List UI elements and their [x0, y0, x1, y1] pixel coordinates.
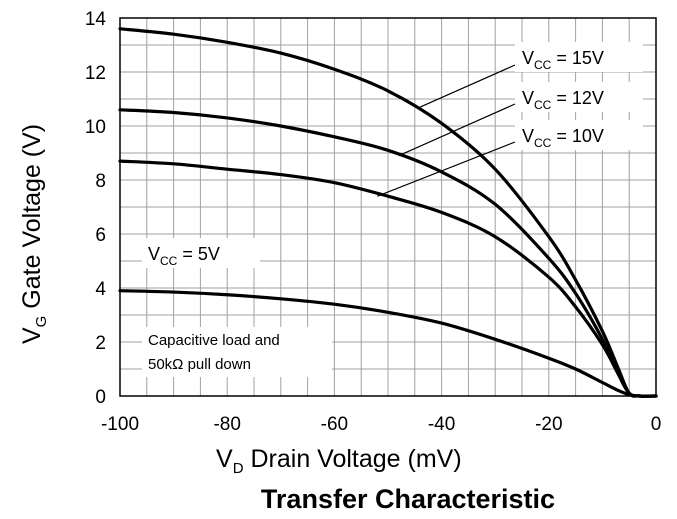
note-line-2: 50kΩ pull down: [148, 356, 251, 373]
y-tick-label: 2: [95, 333, 106, 354]
series-line-4: [118, 289, 658, 398]
leader-line-2: [398, 103, 516, 157]
x-tick-label: -80: [213, 414, 240, 435]
leader-line-1: [419, 64, 516, 108]
note-box: [142, 327, 332, 377]
legend-5: VCC = 5V: [148, 244, 220, 268]
x-tick-label: -20: [535, 414, 562, 435]
legend-10: VCC = 10V: [522, 126, 604, 150]
y-tick-label: 12: [85, 63, 106, 84]
legend-15-box: [515, 42, 643, 72]
x-tick-label: -100: [101, 414, 139, 435]
y-axis-label: VG Gate Voltage (V): [18, 124, 50, 344]
y-tick-label: 10: [85, 117, 106, 138]
x-tick-labels: -100 -80 -60 -40 -20 0: [101, 414, 661, 435]
note-line-1: Capacitive load and: [148, 332, 280, 349]
legend-15: VCC = 15V: [522, 48, 604, 72]
y-tick-label: 4: [95, 279, 106, 300]
legend-10-box: [515, 120, 643, 150]
y-tick-label: 0: [95, 387, 106, 408]
y-tick-label: 14: [85, 9, 107, 30]
x-tick-label: 0: [651, 414, 662, 435]
y-tick-label: 8: [95, 171, 106, 192]
x-tick-label: -40: [428, 414, 455, 435]
y-tick-label: 6: [95, 225, 106, 246]
x-tick-label: -60: [321, 414, 348, 435]
y-tick-labels: 0 2 4 6 8 10 12 14: [85, 9, 107, 408]
series-lines: [118, 27, 658, 398]
legend-5-box: [142, 238, 260, 268]
x-axis-label: VD Drain Voltage (mV): [216, 445, 462, 477]
legend-leader-lines: [377, 64, 516, 197]
legend-12-box: [515, 82, 643, 112]
series-line-3: [118, 159, 658, 398]
legend-12: VCC = 12V: [522, 88, 604, 112]
plot-frame: [119, 17, 657, 397]
chart-title: Transfer Characteristic: [261, 484, 555, 514]
leader-line-3: [377, 141, 516, 197]
